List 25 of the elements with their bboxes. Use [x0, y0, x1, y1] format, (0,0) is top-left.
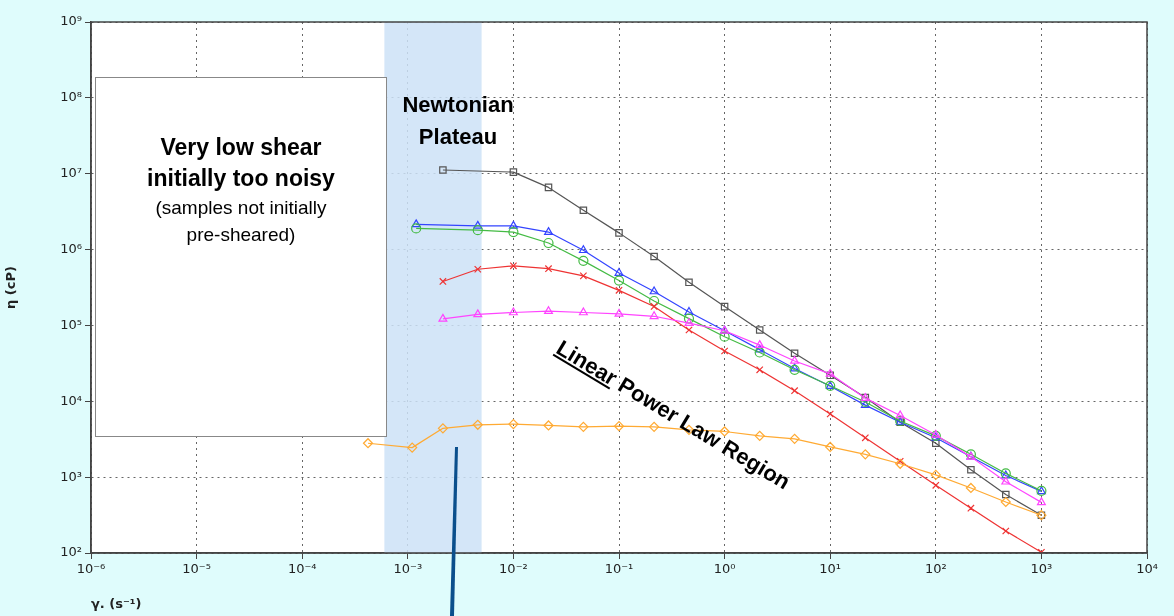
y-axis-title: η (cP)	[3, 266, 19, 309]
x-tick-label: 10⁴	[1136, 561, 1158, 577]
x-tick-label: 10⁻²	[499, 561, 528, 577]
y-tick-label: 10⁵	[60, 316, 82, 332]
y-tick-label: 10³	[60, 468, 82, 484]
x-tick-label: 10⁻⁴	[287, 561, 317, 577]
y-tick-label: 10⁸	[60, 89, 82, 105]
x-tick-label: 10³	[1030, 561, 1053, 577]
x-tick-label: 10⁻¹	[604, 561, 634, 577]
y-tick-label: 10⁷	[60, 165, 82, 181]
y-tick-label: 10⁴	[60, 392, 82, 408]
x-tick-label: 10⁻³	[393, 561, 423, 577]
x-axis-title: γ. (s⁻¹)	[91, 595, 142, 611]
y-tick-label: 10²	[60, 544, 82, 560]
note-box: Very low shear initially too noisy (samples not initially pre-sheared)	[95, 77, 387, 437]
band-label: Newtonian Plateau	[402, 92, 514, 149]
y-tick-label: 10⁶	[60, 240, 82, 256]
x-tick-label: 10¹	[819, 561, 842, 577]
x-tick-label: 10⁻⁶	[76, 561, 106, 577]
x-tick-label: 10⁻⁵	[182, 561, 211, 577]
y-tick-label: 10⁹	[60, 13, 82, 29]
x-tick-label: 10²	[924, 561, 947, 577]
annotation: (samples not initially pre-sheared)	[154, 196, 328, 247]
x-tick-label: 10⁰	[713, 561, 736, 577]
annotation: Very low shear initially too noisy	[146, 133, 336, 193]
